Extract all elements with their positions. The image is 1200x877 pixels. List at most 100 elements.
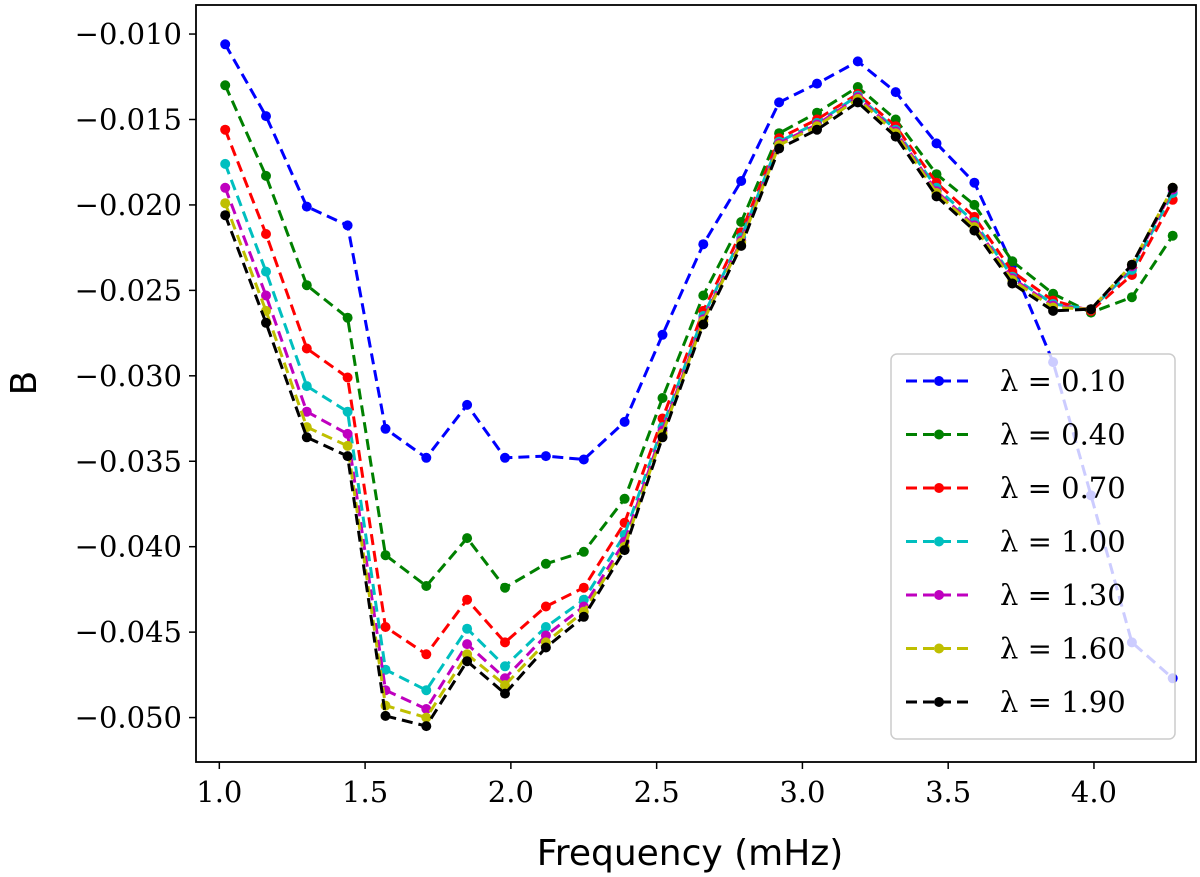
data-point [1086,304,1096,315]
data-point [301,343,312,354]
data-point [852,56,863,67]
data-point [969,177,980,188]
data-point [1167,182,1178,193]
data-point [578,611,589,622]
legend-label: λ = 1.90 [1000,685,1126,719]
data-point [462,639,473,650]
data-point [462,533,473,544]
data-point [540,558,551,569]
y-tick-label: −0.015 [75,102,182,136]
data-point [931,191,942,202]
legend-entry: λ = 1.30 [906,578,1126,612]
data-point [500,688,510,699]
data-point [540,622,551,632]
data-point [500,452,510,463]
data-point [220,39,231,50]
data-point [812,124,822,135]
x-tick-label: 1.5 [342,775,388,809]
data-point [220,158,231,169]
data-point [698,239,709,250]
legend-marker [934,376,944,386]
y-tick-label: −0.030 [75,359,182,393]
data-point [421,581,432,591]
data-point [220,124,231,135]
data-point [657,393,668,403]
x-axis: 1.0 1.5 2.0 2.5 3.0 3.5 4.0 [196,762,1117,809]
data-point [812,78,822,89]
data-point [1126,259,1137,270]
data-point [261,170,271,181]
x-tick-label: 2.5 [634,775,680,809]
x-tick-label: 4.0 [1071,775,1117,809]
legend-entry: λ = 0.10 [906,364,1126,398]
data-point [342,372,353,383]
data-point [301,406,312,417]
x-tick-label: 3.0 [779,775,825,809]
legend-entry: λ = 1.00 [906,525,1126,559]
data-point [342,451,353,462]
data-point [890,131,901,142]
data-point [619,416,630,427]
data-point [657,432,668,443]
data-point [342,312,353,323]
data-point [421,721,432,732]
legend-label: λ = 1.30 [1000,578,1126,612]
series-layer [220,39,1178,732]
data-point [220,198,231,209]
data-point [540,601,551,612]
legend-entry: λ = 0.40 [906,418,1126,452]
y-tick-label: −0.020 [75,188,182,222]
data-point [578,454,589,465]
data-point [220,80,231,91]
data-point [578,582,589,593]
legend-label: λ = 0.40 [1000,418,1126,452]
data-point [736,217,747,227]
data-point [301,201,312,212]
data-point [220,182,231,193]
data-point [969,199,980,210]
legend-label: λ = 1.00 [1000,525,1126,559]
data-point [421,704,432,714]
data-point [462,594,473,605]
data-point [931,138,942,149]
data-point [261,266,271,277]
data-point [301,432,312,443]
y-tick-label: −0.050 [75,701,182,735]
y-tick-label: −0.035 [75,444,182,478]
data-point [500,637,510,648]
data-point [774,143,785,154]
data-point [462,656,473,667]
data-point [1007,278,1018,289]
legend-entry: λ = 1.90 [906,685,1126,719]
data-point [698,319,709,330]
legend-label: λ = 0.10 [1000,364,1126,398]
data-point [1167,230,1178,241]
data-point [421,685,432,696]
data-point [421,649,432,660]
plot-frame [195,4,1197,763]
data-point [698,290,709,301]
y-axis: −0.010 −0.015 −0.020 −0.025 −0.030 −0.035 −0.0… [75,17,196,735]
series-6 [220,97,1178,732]
x-axis-label: Frequency (mHz) [537,833,844,874]
legend-label: λ = 0.70 [1000,471,1126,505]
legend-marker [934,483,944,493]
data-point [852,97,863,108]
data-point [1007,256,1018,267]
data-point [380,423,391,434]
x-tick-label: 3.5 [925,775,971,809]
data-point [301,280,312,291]
y-axis-label: B [4,371,45,396]
y-tick-label: −0.045 [75,615,182,649]
data-point [774,97,785,108]
data-point [380,622,391,632]
legend-entry: λ = 0.70 [906,471,1126,505]
data-point [1126,292,1137,303]
data-point [342,406,353,417]
y-tick-label: −0.040 [75,530,182,564]
legend-marker [934,590,944,600]
data-point [540,451,551,462]
data-point [619,545,630,556]
data-point [462,623,473,634]
data-point [852,82,863,92]
